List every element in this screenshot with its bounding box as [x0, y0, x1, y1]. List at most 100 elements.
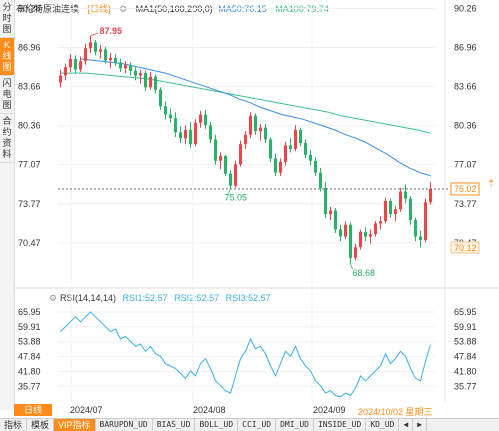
candle-down: [173, 118, 178, 133]
candle-up: [218, 156, 223, 161]
inside-tab[interactable]: INSIDE_UD: [314, 419, 367, 431]
candle-down: [118, 62, 123, 69]
candle-down: [403, 191, 408, 199]
high-annotation: 87.95: [100, 26, 123, 36]
candle-up: [353, 247, 358, 258]
rsi-tick-left: 59.91: [18, 322, 41, 332]
price-tick-left: 86.96: [18, 43, 41, 53]
current-price-box: [450, 182, 480, 196]
high-pointer: [90, 32, 99, 37]
barupdn-tab[interactable]: BARUPDN_UD: [96, 419, 153, 431]
boll-tab[interactable]: BOLL_UD: [195, 419, 239, 431]
candle-up: [98, 49, 103, 52]
candle-down: [178, 132, 183, 139]
scroll-right-icon[interactable]: ▶: [413, 419, 428, 431]
candle-down: [273, 158, 278, 173]
candle-down: [113, 57, 118, 63]
candle-up: [358, 231, 363, 248]
rsi-tick-left: 47.84: [18, 352, 41, 362]
kline-chart[interactable]: 90.26 90.26 86.96 86.96 83.66 83.66 80.36 80.36…: [0, 0, 499, 418]
candle-up: [293, 129, 298, 149]
candle-up: [148, 76, 153, 88]
period-badge: [日线]: [87, 4, 111, 14]
candle-down: [128, 64, 133, 71]
candle-down: [133, 70, 138, 76]
candle-down: [103, 49, 108, 61]
candle-down: [313, 160, 318, 173]
settings-icon[interactable]: ⚙: [119, 4, 128, 14]
candle-down: [208, 125, 213, 140]
candle-down: [253, 115, 258, 132]
price-tick-left: 80.36: [18, 121, 41, 131]
low-price-label: 70.12: [454, 243, 477, 253]
candle-up: [108, 57, 113, 61]
candle-up: [68, 58, 73, 68]
x-label-2024-09: 2024/09: [313, 405, 346, 415]
candle-down: [163, 106, 168, 115]
candle-down: [143, 73, 148, 88]
tab-kline[interactable]: K线图: [0, 38, 14, 76]
candle-down: [408, 198, 413, 220]
candle-up: [78, 61, 83, 70]
candle-up: [243, 134, 248, 145]
candle-down: [213, 139, 218, 161]
cci-tab[interactable]: CCI_UD: [238, 419, 277, 431]
candle-down: [223, 156, 228, 174]
tab-contract-info[interactable]: 合约资料: [0, 114, 14, 163]
candle-down: [158, 89, 163, 107]
price-tick-left: 83.66: [18, 82, 41, 92]
candle-down: [73, 58, 78, 70]
tab-timeshare[interactable]: 分时图: [0, 0, 14, 38]
x-label-2024-07: 2024/07: [70, 405, 103, 415]
candle-up: [383, 201, 388, 222]
candle-down: [413, 219, 418, 237]
rsi-tick-right: 59.91: [454, 322, 477, 332]
candle-up: [123, 64, 128, 69]
tab-flash[interactable]: 闪电图: [0, 76, 14, 114]
candle-up: [393, 209, 398, 215]
candle-down: [338, 229, 343, 237]
scroll-left-icon[interactable]: ◀: [399, 419, 414, 431]
rsi-tick-left: 41.80: [18, 366, 41, 376]
price-tick-right: 80.36: [454, 121, 477, 131]
candle-down: [203, 114, 208, 126]
midlow-pointer: [228, 188, 231, 194]
candle-up: [258, 127, 263, 132]
rsi-settings-icon[interactable]: ⚙: [49, 293, 58, 303]
candle-down: [228, 173, 233, 186]
ma50-line: [80, 58, 431, 177]
indicator-tab[interactable]: 指标: [0, 419, 28, 431]
candle-down: [303, 143, 308, 155]
vip-indicator-tab[interactable]: VIP指标: [54, 419, 96, 431]
instrument-name: 布伦特原油连续: [16, 4, 80, 14]
kd-tab[interactable]: KD_UD: [366, 419, 400, 431]
candle-down: [418, 236, 423, 241]
rsi-header: RSI(14,14,14) RSI1:52.57 RSI2:52.57 RSI3…: [60, 293, 275, 303]
candle-up: [343, 224, 348, 237]
price-tick-right: 86.96: [454, 43, 477, 53]
candle-down: [288, 145, 293, 149]
rsi-tick-right: 65.95: [454, 307, 477, 317]
left-tab-bar: 分时图 K线图 闪电图 合约资料: [0, 0, 15, 410]
candle-down: [93, 42, 98, 52]
ma50-label: MA50:76.15: [218, 4, 267, 14]
rsi-tick-left: 53.88: [18, 337, 41, 347]
period-tab-daily[interactable]: 日线: [14, 404, 52, 416]
candle-down: [308, 154, 313, 161]
bias-tab[interactable]: BIAS_UD: [153, 419, 196, 431]
current-price-arrow-icon: ⇡: [487, 179, 495, 190]
candle-up: [428, 188, 433, 203]
candle-up: [423, 202, 428, 241]
candle-down: [323, 188, 328, 215]
candle-down: [298, 129, 303, 143]
candle-up: [183, 129, 188, 139]
price-tick-left: 70.47: [18, 238, 41, 248]
rsi-tick-right: 47.84: [454, 352, 477, 362]
indicator-toolbar: 指标 模板 VIP指标 BARUPDN_UD BIAS_UD BOLL_UD C…: [0, 418, 499, 431]
price-tick-left: 73.77: [18, 199, 41, 209]
template-tab[interactable]: 模板: [27, 419, 55, 431]
current-price-label: 75.02: [454, 184, 477, 194]
low-pointer: [350, 263, 353, 270]
candle-up: [83, 48, 88, 62]
dmi-tab[interactable]: DMI_UD: [276, 419, 314, 431]
